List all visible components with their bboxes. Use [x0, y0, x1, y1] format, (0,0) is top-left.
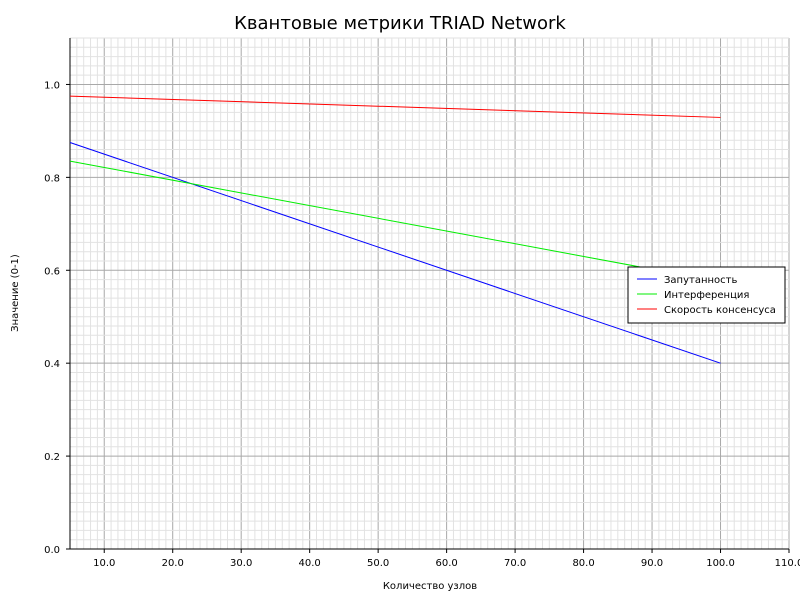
x-tick-label: 70.0: [504, 558, 526, 569]
y-tick-label: 0.4: [44, 359, 60, 370]
y-tick-label: 0.8: [44, 173, 60, 184]
legend-label: Запутанность: [664, 275, 737, 286]
series-line: [69, 160, 721, 283]
legend: Запутанность Интерференция Скорость консен…: [627, 266, 786, 324]
y-ticks: 0.0 0.2 0.4 0.6 0.8 1.0: [44, 80, 70, 556]
grid: [69, 37, 790, 550]
series-line: [69, 95, 721, 118]
x-tick-label: 30.0: [230, 558, 252, 569]
chart-title: Квантовые метрики TRIAD Network: [234, 13, 566, 34]
y-tick-label: 0.0: [44, 545, 60, 556]
y-tick-label: 0.2: [44, 452, 60, 463]
y-tick-label: 1.0: [44, 80, 60, 91]
x-ticks: 10.0 20.0 30.0 40.0 50.0 60.0 70.0 80.0 90.0 100.…: [93, 549, 800, 569]
x-tick-label: 50.0: [367, 558, 389, 569]
legend-label: Интерференция: [664, 290, 749, 301]
x-tick-label: 10.0: [93, 558, 115, 569]
x-tick-label: 20.0: [162, 558, 184, 569]
x-tick-label: 110.0: [775, 558, 800, 569]
legend-label: Скорость консенсуса: [664, 305, 776, 316]
legend-box: [627, 266, 786, 324]
x-axis-label: Количество узлов: [383, 581, 477, 592]
x-tick-label: 60.0: [435, 558, 457, 569]
x-tick-label: 100.0: [706, 558, 735, 569]
x-tick-label: 80.0: [572, 558, 594, 569]
y-tick-label: 0.6: [44, 266, 60, 277]
series-line: [69, 142, 721, 364]
x-tick-label: 40.0: [299, 558, 321, 569]
y-axis-label: Значение (0-1): [10, 254, 21, 332]
x-tick-label: 90.0: [641, 558, 663, 569]
series-lines: [69, 95, 721, 364]
